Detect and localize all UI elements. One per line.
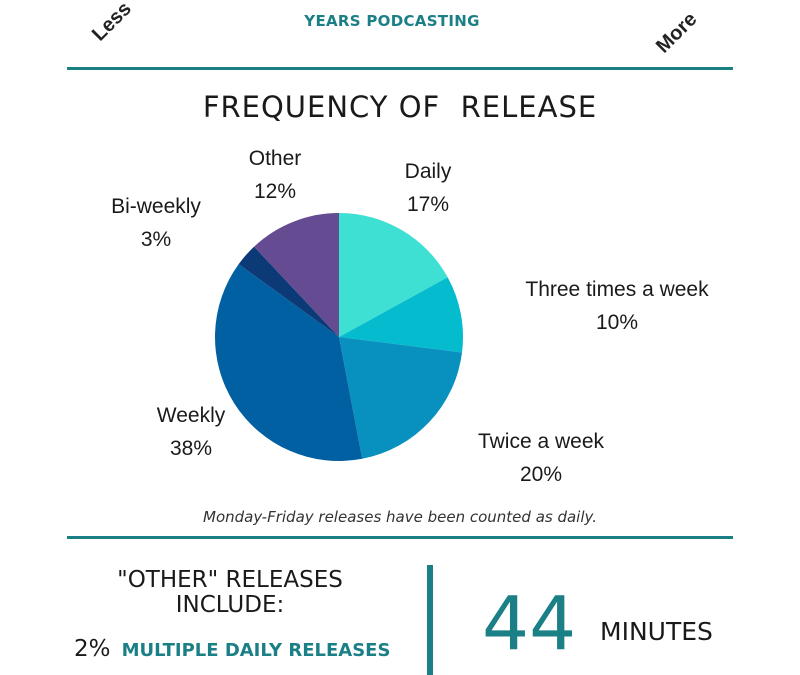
- slice-value-three-times-a-week: 10%: [596, 311, 638, 334]
- slice-label-daily: Daily: [405, 160, 452, 183]
- other-item-percent: 2%: [74, 636, 111, 662]
- chart-title: FREQUENCY OF RELEASE: [202, 90, 598, 124]
- slice-label-three-times-a-week: Three times a week: [525, 278, 709, 301]
- pie-slice-twice-a-week: [339, 337, 463, 459]
- slice-label-other: Other: [249, 147, 302, 170]
- other-releases-heading: "OTHER" RELEASES INCLUDE:: [50, 568, 410, 618]
- other-heading-line1: "OTHER" RELEASES: [117, 567, 343, 593]
- other-heading-line2: INCLUDE:: [175, 592, 285, 618]
- pie-slice-bi-weekly: [238, 246, 339, 337]
- pie-slice-three-times-a-week: [339, 277, 463, 353]
- slice-label-bi-weekly: Bi-weekly: [111, 195, 201, 218]
- bottom-divider: [67, 536, 733, 539]
- pie-slice-daily: [339, 213, 448, 337]
- slice-value-weekly: 38%: [170, 437, 212, 460]
- pie-labels: Daily 17% Three times a week 10% Twice a wee…: [111, 147, 709, 486]
- pie-slice-other: [254, 213, 339, 337]
- slice-value-daily: 17%: [407, 193, 449, 216]
- chart-footnote: Monday-Friday releases have been counted…: [203, 508, 597, 526]
- slice-value-other: 12%: [254, 180, 296, 203]
- stat-value: 44: [482, 581, 577, 667]
- slice-label-weekly: Weekly: [157, 404, 226, 427]
- other-item-text: MULTIPLE DAILY RELEASES: [121, 640, 391, 661]
- slice-label-twice-a-week: Twice a week: [478, 430, 605, 453]
- vertical-divider: [427, 565, 433, 675]
- slice-value-bi-weekly: 3%: [141, 228, 171, 251]
- top-divider: [67, 67, 733, 70]
- stat-unit: MINUTES: [600, 617, 713, 646]
- pie-slices: [214, 213, 463, 461]
- years-podcasting-caption: YEARS PODCASTING: [304, 12, 480, 30]
- slice-value-twice-a-week: 20%: [520, 463, 562, 486]
- other-releases-item: 2% MULTIPLE DAILY RELEASES: [74, 636, 390, 662]
- pie-slice-weekly: [214, 264, 363, 461]
